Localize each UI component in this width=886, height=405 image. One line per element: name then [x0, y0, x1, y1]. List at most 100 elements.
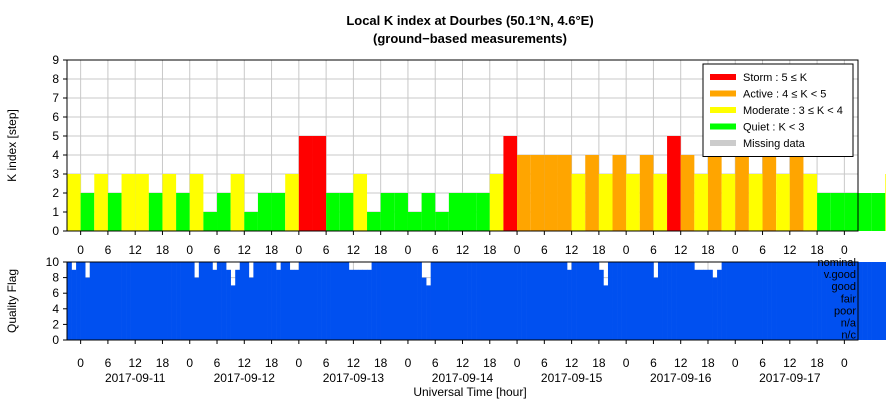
- quality-bar: [717, 269, 722, 340]
- date-label: 2017-09-16: [650, 371, 712, 385]
- k-index-bar: [517, 155, 531, 231]
- quality-bar: [794, 262, 800, 340]
- quality-bar: [412, 262, 418, 340]
- quality-x-tick-label: 18: [265, 356, 279, 370]
- quality-bar: [376, 262, 381, 340]
- k-index-x-tick-label: 12: [129, 243, 143, 257]
- legend-entry-label: Moderate : 3 ≤ K < 4: [743, 105, 843, 117]
- chart-title: Local K index at Dourbes (50.1°N, 4.6°E): [346, 13, 593, 28]
- quality-flag-label: n/a: [841, 318, 857, 330]
- quality-bar: [767, 262, 772, 340]
- quality-bar: [876, 262, 882, 340]
- k-index-bar: [285, 174, 299, 231]
- k-index-bar: [585, 155, 599, 231]
- quality-x-tick-label: 12: [347, 356, 361, 370]
- quality-bar: [130, 262, 136, 340]
- quality-bar: [844, 262, 850, 340]
- k-index-x-tick-label: 6: [650, 243, 657, 257]
- quality-y-label: Quality Flag: [5, 269, 19, 333]
- quality-bar: [462, 262, 468, 340]
- k-index-bar: [748, 174, 763, 231]
- quality-x-tick-label: 12: [565, 356, 579, 370]
- quality-bar: [644, 262, 650, 340]
- quality-bar: [585, 262, 591, 340]
- quality-bar: [321, 262, 327, 340]
- k-index-bar: [107, 193, 122, 231]
- quality-bar: [285, 262, 291, 340]
- quality-flag-label: v.good: [824, 269, 856, 281]
- k-index-x-tick-label: 0: [77, 243, 84, 257]
- quality-bar: [739, 262, 745, 340]
- k-index-bar: [435, 212, 449, 231]
- k-index-bar: [544, 155, 558, 231]
- k-index-bars: [67, 136, 886, 231]
- quality-bar: [98, 262, 104, 340]
- k-index-bar: [871, 193, 886, 231]
- quality-bar: [635, 262, 641, 340]
- k-index-bar: [298, 136, 313, 231]
- quality-bar: [203, 262, 209, 340]
- quality-bar: [776, 262, 782, 340]
- quality-bar: [676, 262, 682, 340]
- quality-bar: [85, 277, 91, 340]
- quality-bar: [426, 285, 431, 340]
- quality-bar: [557, 262, 563, 340]
- k-index-y-tick-label: 7: [52, 91, 59, 105]
- quality-bar: [617, 262, 622, 340]
- k-index-x-tick-label: 18: [592, 243, 606, 257]
- quality-bar: [226, 269, 231, 340]
- k-index-bar: [462, 193, 477, 231]
- quality-flag-label: good: [832, 281, 856, 293]
- quality-bar: [521, 262, 527, 340]
- quality-x-tick-label: 12: [456, 356, 470, 370]
- quality-bar: [157, 262, 163, 340]
- k-index-bar: [394, 193, 408, 231]
- quality-bar: [385, 262, 391, 340]
- quality-x-tick-label: 6: [432, 356, 439, 370]
- date-label: 2017-09-12: [214, 371, 276, 385]
- quality-y-tick-label: 10: [46, 255, 60, 269]
- quality-bar: [598, 269, 604, 340]
- quality-bar: [626, 262, 632, 340]
- quality-bar: [298, 262, 304, 340]
- k-index-x-tick-label: 6: [541, 243, 548, 257]
- k-index-bar: [135, 174, 149, 231]
- quality-bar: [253, 262, 259, 340]
- quality-x-tick-label: 12: [129, 356, 143, 370]
- quality-bar: [621, 262, 627, 340]
- quality-x-tick-label: 0: [186, 356, 193, 370]
- k-index-x-tick-label: 18: [701, 243, 715, 257]
- quality-x-tick-label: 6: [105, 356, 112, 370]
- quality-y-tick-label: 4: [52, 302, 59, 316]
- k-index-bar: [176, 193, 190, 231]
- quality-bar: [726, 262, 732, 340]
- quality-bar: [630, 262, 636, 340]
- k-index-x-tick-label: 0: [514, 243, 521, 257]
- k-index-y-label: K index [step]: [5, 109, 19, 182]
- quality-bar: [135, 262, 141, 340]
- quality-bar: [457, 262, 463, 340]
- k-index-x-tick-label: 12: [674, 243, 688, 257]
- quality-bar: [444, 262, 450, 340]
- legend-entry-label: Missing data: [743, 138, 806, 150]
- k-index-bar: [312, 136, 327, 231]
- quality-bar: [262, 262, 268, 340]
- k-index-bar: [326, 193, 340, 231]
- k-index-bar: [803, 174, 818, 231]
- quality-bar: [394, 262, 400, 340]
- k-index-x-tick-label: 0: [623, 243, 630, 257]
- quality-bar: [294, 269, 300, 340]
- quality-bar: [212, 269, 218, 340]
- quality-bar: [567, 269, 572, 340]
- quality-x-tick-label: 6: [541, 356, 548, 370]
- quality-y-tick-label: 0: [52, 333, 59, 347]
- chart-subtitle: (ground−based measurements): [373, 31, 567, 46]
- quality-x-tick-label: 0: [623, 356, 630, 370]
- quality-x-tick-label: 6: [759, 356, 766, 370]
- k-index-bar: [367, 212, 381, 231]
- k-index-bar: [189, 174, 204, 231]
- quality-bar: [103, 262, 109, 340]
- quality-bar: [835, 262, 841, 340]
